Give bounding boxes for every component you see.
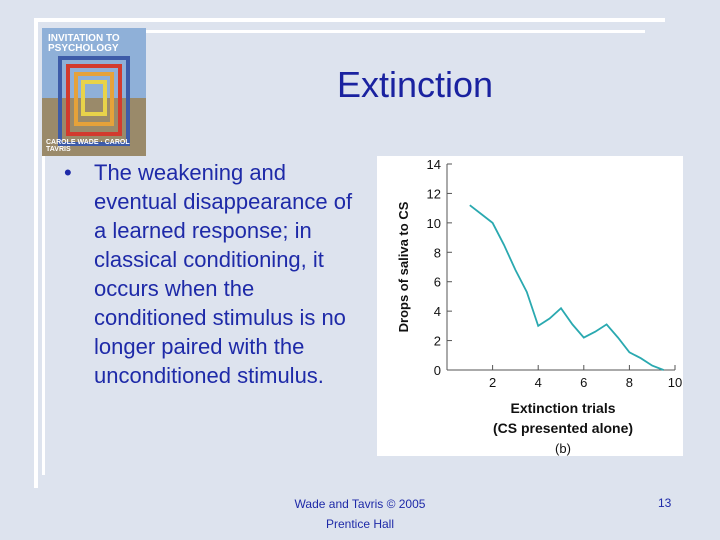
y-tick-label: 0 xyxy=(434,363,441,378)
cover-window-orange xyxy=(74,72,114,126)
x-tick-label: 8 xyxy=(626,375,633,390)
cover-window-outer xyxy=(58,56,130,146)
x-tick-label: 10 xyxy=(668,375,682,390)
chart-svg: 0 2 4 6 8 10 12 14 2 4 6 8 10 Drops of saliva to CS Ex… xyxy=(396,157,682,456)
series-line xyxy=(469,204,664,371)
book-cover-image: INVITATION TO PSYCHOLOGY CAROLE WADE · C… xyxy=(42,28,146,156)
y-tick-label: 8 xyxy=(434,245,441,260)
page-number: 13 xyxy=(658,496,672,510)
y-tick-label: 14 xyxy=(427,157,441,172)
panel-label: (b) xyxy=(555,441,571,456)
y-tick-label: 6 xyxy=(434,275,441,290)
x-tick-label: 6 xyxy=(580,375,587,390)
slide-frame-outer xyxy=(34,18,665,488)
y-axis-label: Drops of saliva to CS xyxy=(396,201,411,332)
footer-line-1: Wade and Tavris © 2005 xyxy=(294,497,426,511)
cover-title: INVITATION TO PSYCHOLOGY xyxy=(48,33,120,54)
x-axis-label: Extinction trials xyxy=(510,400,615,416)
y-tick-label: 10 xyxy=(427,216,441,231)
footer-line-2: Prentice Hall xyxy=(325,517,395,531)
slide-frame-inner xyxy=(42,30,645,475)
extinction-chart: 0 2 4 6 8 10 12 14 2 4 6 8 10 Drops of saliva to CS Ex… xyxy=(377,156,683,456)
y-tick-label: 4 xyxy=(434,304,441,319)
bullet-text: The weakening and eventual disappearance… xyxy=(94,160,353,388)
x-axis-sublabel: (CS presented alone) xyxy=(493,420,633,436)
y-tick-label: 12 xyxy=(427,186,441,201)
y-tick-label: 2 xyxy=(434,334,441,349)
footer: Wade and Tavris © 2005 Prentice Hall xyxy=(260,494,460,534)
slide-title: Extinction xyxy=(336,64,494,105)
x-tick-label: 2 xyxy=(489,375,496,390)
cover-window-yellow xyxy=(81,80,107,116)
cover-authors: CAROLE WADE · CAROL TAVRIS xyxy=(46,139,130,153)
cover-window-red xyxy=(66,64,122,136)
bullet-marker: • xyxy=(64,160,72,185)
x-tick-label: 4 xyxy=(535,375,542,390)
